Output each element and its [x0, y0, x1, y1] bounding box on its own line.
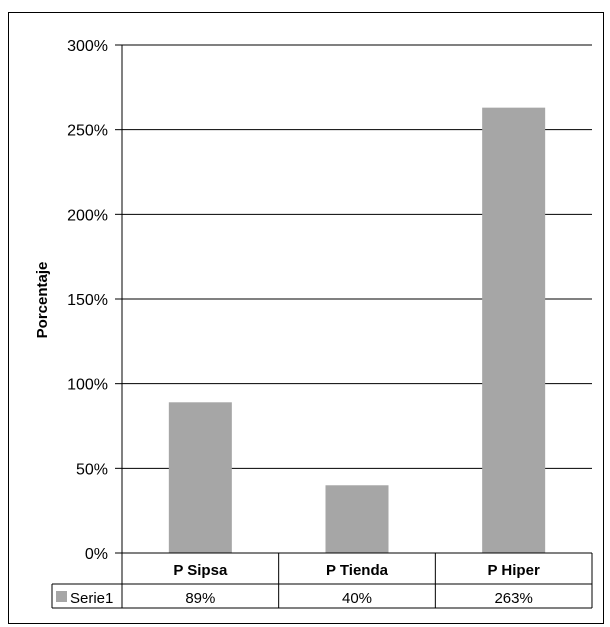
data-label: 89% [185, 590, 215, 607]
y-tick-label: 200% [67, 207, 108, 224]
data-label: 40% [342, 590, 372, 607]
category-label: P Hiper [488, 562, 540, 579]
y-tick-labels: 0% 50% 100% 150% 200% 250% 300% [67, 38, 108, 563]
y-tick-label: 100% [67, 377, 108, 394]
legend-swatch [56, 591, 67, 602]
y-axis-title: Porcentaje [34, 262, 51, 339]
category-label: P Tienda [326, 562, 389, 579]
bars [168, 107, 546, 554]
data-table: P Sipsa 89% P Tienda 40% P Hiper 263% Serie1 [51, 552, 593, 609]
bar [482, 107, 546, 554]
y-tick-label: 250% [67, 123, 108, 140]
legend-label: Serie1 [70, 590, 113, 607]
y-tick-label: 0% [85, 546, 108, 563]
y-tick-label: 50% [76, 461, 108, 478]
y-tick-label: 150% [67, 292, 108, 309]
bar [325, 485, 389, 553]
data-label: 263% [494, 590, 532, 607]
y-tick-label: 300% [67, 38, 108, 55]
bar [168, 402, 232, 553]
category-label: P Sipsa [173, 562, 228, 579]
